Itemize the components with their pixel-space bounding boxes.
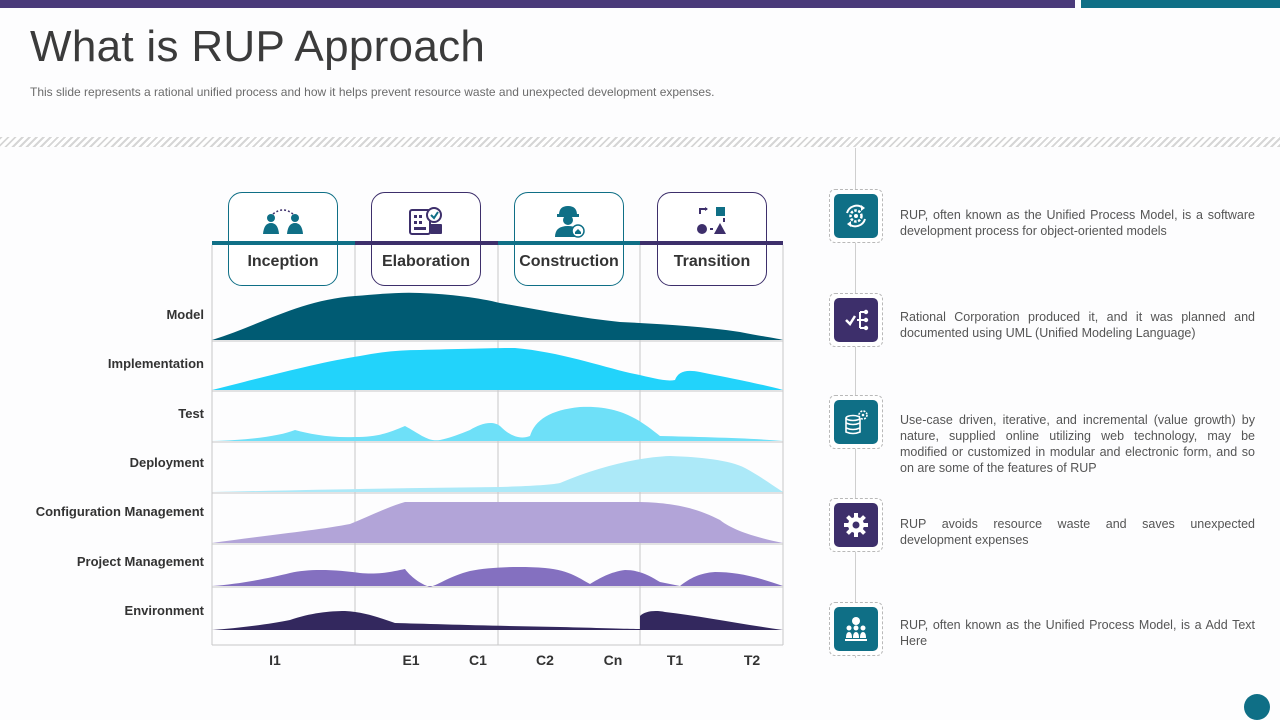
hump-implementation — [212, 348, 783, 390]
feature-icon-box — [829, 395, 883, 449]
hatched-divider — [0, 137, 1280, 147]
analysis-icon — [372, 201, 480, 241]
top-bar-accent-secondary — [1081, 0, 1280, 8]
users-icon — [229, 201, 337, 241]
milestone-label: I1 — [269, 652, 281, 668]
feature-icon-box — [829, 293, 883, 347]
hump-project-management — [212, 567, 783, 587]
gear-icon — [834, 503, 878, 547]
phase-bar-inception — [212, 241, 355, 245]
row-label-model: Model — [166, 307, 204, 322]
milestone-label: C2 — [536, 652, 554, 668]
top-bar-accent — [0, 0, 1075, 8]
milestone-label: C1 — [469, 652, 487, 668]
team-icon — [834, 607, 878, 651]
phase-box-construction: Construction — [514, 192, 624, 286]
page-title: What is RUP Approach — [30, 22, 486, 71]
page-subtitle: This slide represents a rational unified… — [30, 85, 715, 99]
feature-text: Use-case driven, iterative, and incremen… — [900, 413, 1255, 475]
hierarchy-icon — [834, 298, 878, 342]
hump-deployment — [212, 456, 783, 492]
engineer-icon — [515, 201, 623, 241]
milestone-label: Cn — [603, 652, 623, 668]
phase-box-transition: Transition — [657, 192, 767, 286]
database-settings-icon — [834, 400, 878, 444]
row-label-configuration-management: Configuration Management — [35, 504, 204, 519]
phase-bar-construction — [498, 241, 640, 245]
phase-label: Construction — [519, 253, 619, 270]
hump-test — [212, 406, 783, 441]
flow-shapes-icon — [658, 201, 766, 241]
hump-configuration-management — [212, 502, 783, 543]
row-label-test: Test — [178, 406, 204, 421]
row-label-environment: Environment — [124, 603, 204, 618]
milestone-label: T1 — [666, 652, 684, 668]
gear-cycle-icon — [834, 194, 878, 238]
phase-label: Inception — [247, 253, 319, 270]
feature-text: RUP avoids resource waste and saves unex… — [900, 517, 1255, 547]
feature-text: Rational Corporation produced it, and it… — [900, 310, 1255, 340]
feature-icon-box — [829, 602, 883, 656]
milestone-label: E1 — [402, 652, 420, 668]
hump-model — [212, 292, 783, 340]
phase-box-elaboration: Elaboration — [371, 192, 481, 286]
phase-bar-transition — [640, 241, 783, 245]
row-label-implementation: Implementation — [107, 356, 204, 371]
milestone-label: T2 — [743, 652, 761, 668]
hump-environment — [212, 611, 783, 630]
feature-text: RUP, often known as the Unified Process … — [900, 208, 1255, 238]
row-label-project-management: Project Management — [76, 554, 204, 569]
feature-text: RUP, often known as the Unified Process … — [900, 618, 1255, 648]
phase-box-inception: Inception — [228, 192, 338, 286]
phase-label: Transition — [673, 253, 751, 270]
phase-bar-elaboration — [355, 241, 498, 245]
feature-icon-box — [829, 498, 883, 552]
corner-accent-dot — [1244, 694, 1270, 720]
feature-icon-box — [829, 189, 883, 243]
phase-label: Elaboration — [381, 253, 470, 270]
row-label-deployment: Deployment — [129, 455, 204, 470]
